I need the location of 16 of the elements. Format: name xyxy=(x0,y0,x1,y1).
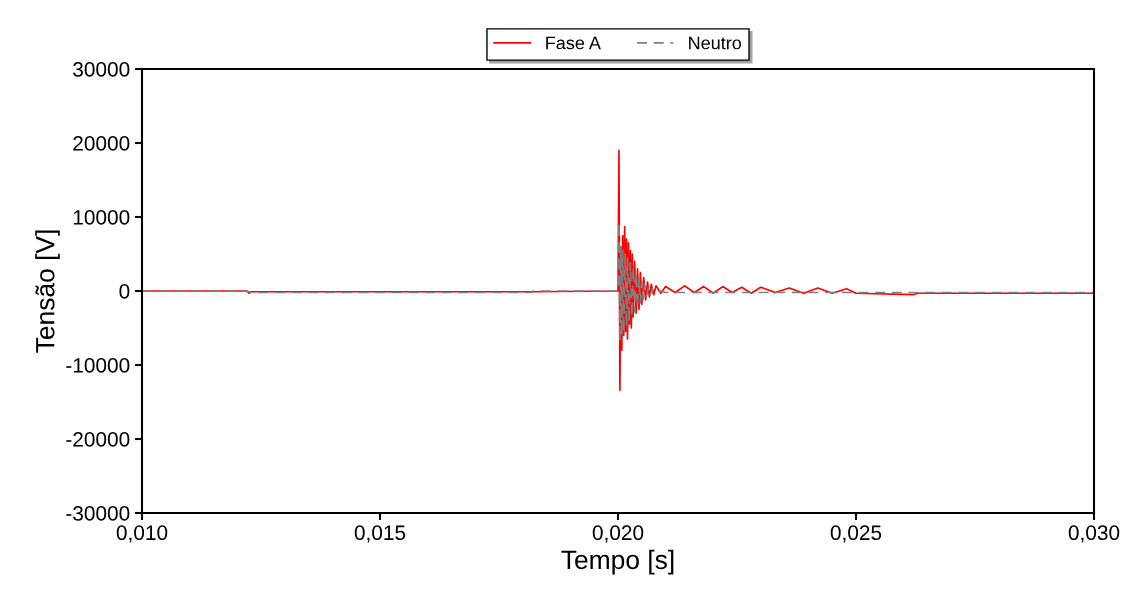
y-tick-label: 30000 xyxy=(73,62,130,77)
y-tick-label: 20000 xyxy=(73,136,130,151)
x-tick-label: 0,015 xyxy=(354,525,406,543)
y-tick-label: -20000 xyxy=(66,432,130,447)
x-tick-label: 0,010 xyxy=(116,525,168,543)
y-axis-title: Tensão [V] xyxy=(35,230,60,353)
x-axis-title: Tempo [s] xyxy=(561,549,674,575)
legend-label: Fase A xyxy=(546,36,601,50)
legend-label: Neutro xyxy=(689,36,742,50)
x-tick-label: 0,020 xyxy=(592,525,644,543)
y-tick-label: 10000 xyxy=(73,210,130,225)
x-tick-label: 0,030 xyxy=(1068,525,1120,543)
y-tick-label: -10000 xyxy=(66,358,130,373)
x-tick-label: 0,025 xyxy=(830,525,882,543)
y-tick-label: -30000 xyxy=(66,506,130,521)
y-tick-label: 0 xyxy=(119,284,130,299)
